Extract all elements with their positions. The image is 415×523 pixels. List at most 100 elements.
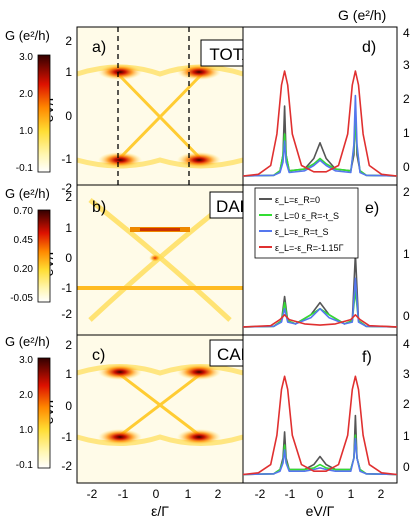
rtick-f-1: 1 bbox=[403, 429, 410, 443]
colorbar-b: G (e²/h) 0.70 0.45 0.20 -0.05 bbox=[5, 186, 51, 304]
rtick-f-4: 4 bbox=[403, 337, 410, 351]
line-series-d bbox=[242, 70, 398, 177]
legend: ε_L=ε_R=0 ε_L=0 ε_R=-t_S ε_L=ε_R=t_S ε_L… bbox=[254, 187, 359, 259]
rtick-f-2: 2 bbox=[403, 397, 410, 411]
heatmap-a-peak-lr bbox=[177, 152, 221, 168]
colorbar-a-tick-3: -0.1 bbox=[16, 163, 34, 174]
colorbar-b-tick-0: 0.70 bbox=[14, 206, 34, 217]
line-series-e bbox=[242, 253, 398, 328]
ytick-a-2: 2 bbox=[65, 34, 72, 48]
colorbar-a-tick-0: 3.0 bbox=[19, 52, 33, 63]
ytick-a-1: 1 bbox=[65, 65, 72, 79]
rtick-d-2: 2 bbox=[403, 92, 410, 106]
rtick-e-0: 0 bbox=[403, 309, 410, 323]
panel-label-c: c) bbox=[92, 347, 105, 364]
ytick-c-m1: -1 bbox=[61, 430, 72, 444]
bottom-right-xlabel: eV/Γ bbox=[306, 503, 335, 519]
heatmap-b-band-upper-core bbox=[140, 228, 180, 231]
colorbar-b-tick-3: -0.05 bbox=[10, 293, 33, 304]
colorbar-c-title: G (e²/h) bbox=[5, 334, 50, 349]
line-panel-f-frame bbox=[242, 334, 398, 484]
xtick-right-0: 0 bbox=[317, 487, 324, 501]
right-yaxes: 4 3 2 1 0 2 1 0 4 3 2 1 0 bbox=[403, 26, 410, 474]
rtick-d-3: 3 bbox=[403, 58, 410, 72]
legend-label-1: ε_L=0 ε_R=-t_S bbox=[275, 211, 339, 221]
legend-label-0: ε_L=ε_R=0 bbox=[275, 195, 320, 205]
series-line-d-2 bbox=[242, 94, 398, 177]
rtick-e-1: 1 bbox=[403, 247, 410, 261]
ytick-c-0: 0 bbox=[65, 399, 72, 413]
ytick-a-m2: -2 bbox=[61, 181, 72, 195]
heatmap-a-cross-2 bbox=[116, 72, 204, 162]
ytick-c-m2: -2 bbox=[61, 459, 72, 473]
heatmap-b-band-lower bbox=[77, 286, 243, 290]
right-axis-title: G (e²/h) bbox=[338, 7, 386, 23]
heatmap-b-center bbox=[149, 254, 161, 262]
xtick-left-m1: -1 bbox=[118, 487, 129, 501]
ytick-b-m2: -2 bbox=[61, 307, 72, 321]
ytick-c-1: 1 bbox=[65, 367, 72, 381]
rtick-f-0: 0 bbox=[403, 460, 410, 474]
heatmap-c-peak-lr bbox=[177, 429, 221, 445]
colorbar-c: G (e²/h) 3.0 2.0 1.0 -0.1 bbox=[5, 334, 51, 471]
colorbar-c-tick-1: 2.0 bbox=[19, 390, 33, 401]
series-line-f-3 bbox=[242, 375, 398, 476]
heatmap-c-peak-ul bbox=[98, 364, 142, 380]
ytick-b-1: 1 bbox=[65, 221, 72, 235]
series-line-e-3 bbox=[242, 313, 398, 328]
xtick-left-1: 1 bbox=[185, 487, 192, 501]
xtick-right-m2: -2 bbox=[255, 487, 266, 501]
colorbar-a-tick-1: 2.0 bbox=[19, 89, 33, 100]
line-series-f bbox=[242, 375, 398, 476]
heatmap-a-peak-ur bbox=[177, 64, 221, 80]
colorbar-c-tick-2: 1.0 bbox=[19, 425, 33, 436]
panel-label-e: e) bbox=[365, 200, 379, 217]
colorbar-a-title: G (e²/h) bbox=[5, 28, 50, 43]
panel-label-d: d) bbox=[362, 39, 376, 56]
rtick-f-3: 3 bbox=[403, 367, 410, 381]
heatmap-panel-b bbox=[77, 185, 243, 335]
colorbar-a-bar bbox=[37, 54, 51, 173]
ytick-a-0: 0 bbox=[65, 109, 72, 123]
heatmap-a-peak-ul bbox=[98, 64, 142, 80]
colorbar-a: G (e²/h) 3.0 2.0 1.0 -0.1 bbox=[5, 28, 51, 174]
heatmap-c-peak-ur bbox=[177, 364, 221, 380]
rtick-d-1: 1 bbox=[403, 126, 410, 140]
heatmap-c-peak-ll bbox=[98, 429, 142, 445]
colorbar-c-tick-3: -0.1 bbox=[16, 460, 34, 471]
series-line-f-2 bbox=[242, 437, 398, 476]
series-line-d-3 bbox=[242, 70, 398, 177]
panel-label-f: f) bbox=[362, 349, 372, 366]
ytick-b-2: 2 bbox=[65, 190, 72, 204]
colorbar-b-title: G (e²/h) bbox=[5, 186, 50, 201]
rtick-e-2: 2 bbox=[403, 185, 410, 199]
colorbar-b-bar bbox=[37, 209, 51, 303]
ytick-b-m1: -1 bbox=[61, 281, 72, 295]
legend-label-3: ε_L=-ε_R=-1.15Γ bbox=[275, 243, 344, 253]
colorbar-a-tick-2: 1.0 bbox=[19, 126, 33, 137]
xtick-left-m2: -2 bbox=[87, 487, 98, 501]
xtick-left-0: 0 bbox=[153, 487, 160, 501]
colorbar-b-tick-2: 0.20 bbox=[14, 264, 34, 275]
legend-box bbox=[254, 187, 359, 259]
ytick-c-2: 2 bbox=[65, 338, 72, 352]
heatmap-c-band-lower bbox=[77, 434, 243, 446]
heatmap-a-band-lower bbox=[77, 157, 243, 169]
rtick-d-0: 0 bbox=[403, 160, 410, 174]
colorbar-c-bar bbox=[37, 357, 51, 469]
heatmap-xaxis: -2 -1 0 1 2 bbox=[87, 487, 222, 501]
colorbar-c-tick-0: 3.0 bbox=[19, 355, 33, 366]
xtick-left-2: 2 bbox=[215, 487, 222, 501]
xtick-right-2: 2 bbox=[378, 487, 385, 501]
heatmap-yaxes: 2 1 0 -1 -2 2 1 0 -1 -2 2 1 0 -1 -2 bbox=[61, 34, 72, 473]
bottom-left-xlabel: ε/Γ bbox=[151, 503, 169, 519]
xtick-right-m1: -1 bbox=[285, 487, 296, 501]
colorbar-b-tick-1: 0.45 bbox=[14, 235, 34, 246]
panel-label-a: a) bbox=[92, 39, 106, 56]
ytick-a-m1: -1 bbox=[61, 152, 72, 166]
panel-label-b: b) bbox=[92, 199, 106, 216]
heatmap-a-peak-ll bbox=[98, 152, 142, 168]
right-xaxis: -2 -1 0 1 2 bbox=[255, 487, 385, 501]
rtick-d-4: 4 bbox=[403, 26, 410, 40]
